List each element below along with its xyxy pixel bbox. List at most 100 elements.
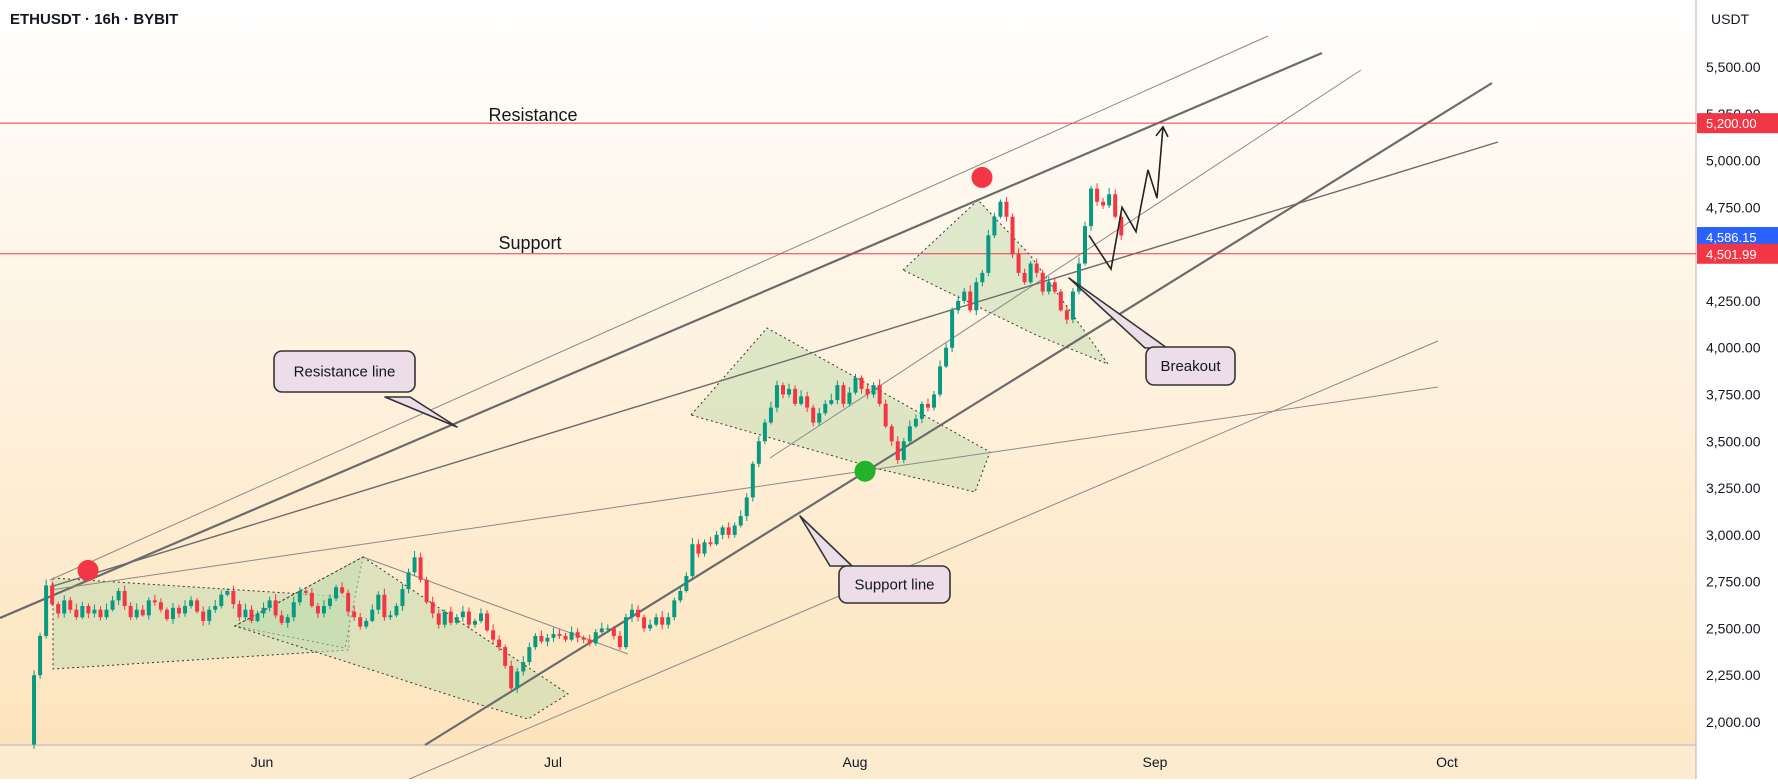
candle-body: [134, 609, 139, 618]
candle: [1058, 288, 1063, 312]
badge-background: [1697, 113, 1778, 134]
candle-body: [346, 592, 351, 612]
candle: [497, 635, 502, 651]
candle-body: [913, 418, 918, 427]
swing-high-marker: [971, 166, 993, 188]
resistance-line-callout[interactable]: Resistance line: [273, 350, 458, 428]
candle-body: [883, 403, 888, 427]
price-tick-label: 3,500.00: [1706, 433, 1761, 449]
candle-body: [925, 403, 930, 408]
candle-body: [533, 635, 538, 648]
candle-body: [865, 388, 870, 395]
candles: [32, 183, 1124, 749]
level-price-badge: 4,501.99: [1697, 243, 1778, 264]
candle-body: [122, 591, 127, 606]
price-tick-label: 4,250.00: [1706, 293, 1761, 309]
candle: [261, 602, 266, 618]
candle-body: [636, 609, 641, 618]
candle: [485, 610, 490, 632]
candle: [883, 399, 888, 429]
candle: [1016, 248, 1021, 277]
pattern-triangle-aug: [902, 199, 1110, 366]
candle-body: [919, 403, 924, 419]
candle: [533, 633, 538, 650]
currency-selector[interactable]: USDT: [1711, 11, 1750, 27]
candle: [116, 588, 121, 605]
candle-body: [309, 592, 314, 606]
candle-body: [128, 605, 133, 618]
callout-pointer: [384, 396, 458, 428]
candle: [213, 599, 218, 613]
candle-body: [460, 611, 465, 618]
candle-body: [877, 385, 882, 404]
candle-body: [617, 635, 622, 648]
candle: [86, 603, 91, 619]
lower-ray-1: [49, 386, 1439, 591]
candle-body: [986, 235, 991, 273]
candle: [913, 414, 918, 429]
candle: [551, 627, 556, 642]
candle: [986, 229, 991, 277]
candle: [394, 603, 399, 618]
candle-body: [98, 609, 103, 618]
candle: [648, 619, 653, 632]
candle: [907, 420, 912, 444]
candle-body: [1052, 282, 1057, 292]
symbol-legend[interactable]: ETHUSDT · 16h · BYBIT: [10, 11, 179, 28]
candle: [68, 596, 73, 614]
price-axis[interactable]: 5,500.005,250.005,000.004,750.004,250.00…: [1706, 59, 1761, 730]
candle-body: [44, 585, 49, 636]
candle-body: [630, 609, 634, 618]
candle-body: [648, 624, 653, 629]
support-line-callout[interactable]: Support line: [799, 515, 951, 604]
candle-body: [901, 441, 906, 461]
candle: [309, 588, 314, 608]
candle: [195, 597, 200, 614]
candle: [418, 552, 423, 583]
candle: [177, 604, 181, 618]
candle-body: [358, 617, 363, 627]
candle-body: [859, 377, 864, 389]
candle: [460, 605, 465, 622]
candle: [472, 618, 477, 628]
candle-body: [835, 385, 840, 401]
candle-body: [551, 634, 556, 638]
candle: [992, 212, 997, 239]
candle: [847, 387, 852, 407]
resistance-line-label: Resistance line: [294, 364, 396, 381]
candle-body: [62, 600, 67, 614]
candle-body: [140, 609, 145, 616]
candle: [593, 628, 598, 646]
lower-ray-2: [399, 340, 1439, 784]
candle-body: [666, 617, 671, 625]
candle-body: [86, 605, 91, 614]
candle: [799, 390, 804, 406]
candle: [944, 343, 949, 368]
candle: [1095, 183, 1100, 206]
time-axis-background: [0, 745, 1696, 779]
outer-channel-line: [49, 35, 1269, 581]
candle: [1101, 198, 1106, 209]
candle: [835, 380, 840, 405]
candle-body: [539, 635, 544, 642]
candle: [605, 624, 610, 633]
time-axis[interactable]: Jun Jul Aug Sep Oct: [251, 754, 1458, 770]
candle-body: [80, 605, 85, 618]
candle-body: [811, 407, 816, 423]
candle-body: [1016, 254, 1021, 273]
candle: [255, 610, 260, 623]
candle-body: [781, 385, 785, 395]
candle: [919, 401, 924, 424]
candle: [660, 611, 665, 630]
candle: [140, 605, 145, 617]
candle-body: [249, 609, 254, 621]
candle-body: [406, 572, 411, 590]
candle-body: [593, 632, 598, 644]
candle: [599, 622, 604, 634]
badge-price: 4,501.99: [1706, 247, 1757, 262]
breakout-callout[interactable]: Breakout: [1068, 277, 1236, 386]
candle: [170, 602, 175, 624]
time-tick-label: Aug: [843, 754, 868, 770]
